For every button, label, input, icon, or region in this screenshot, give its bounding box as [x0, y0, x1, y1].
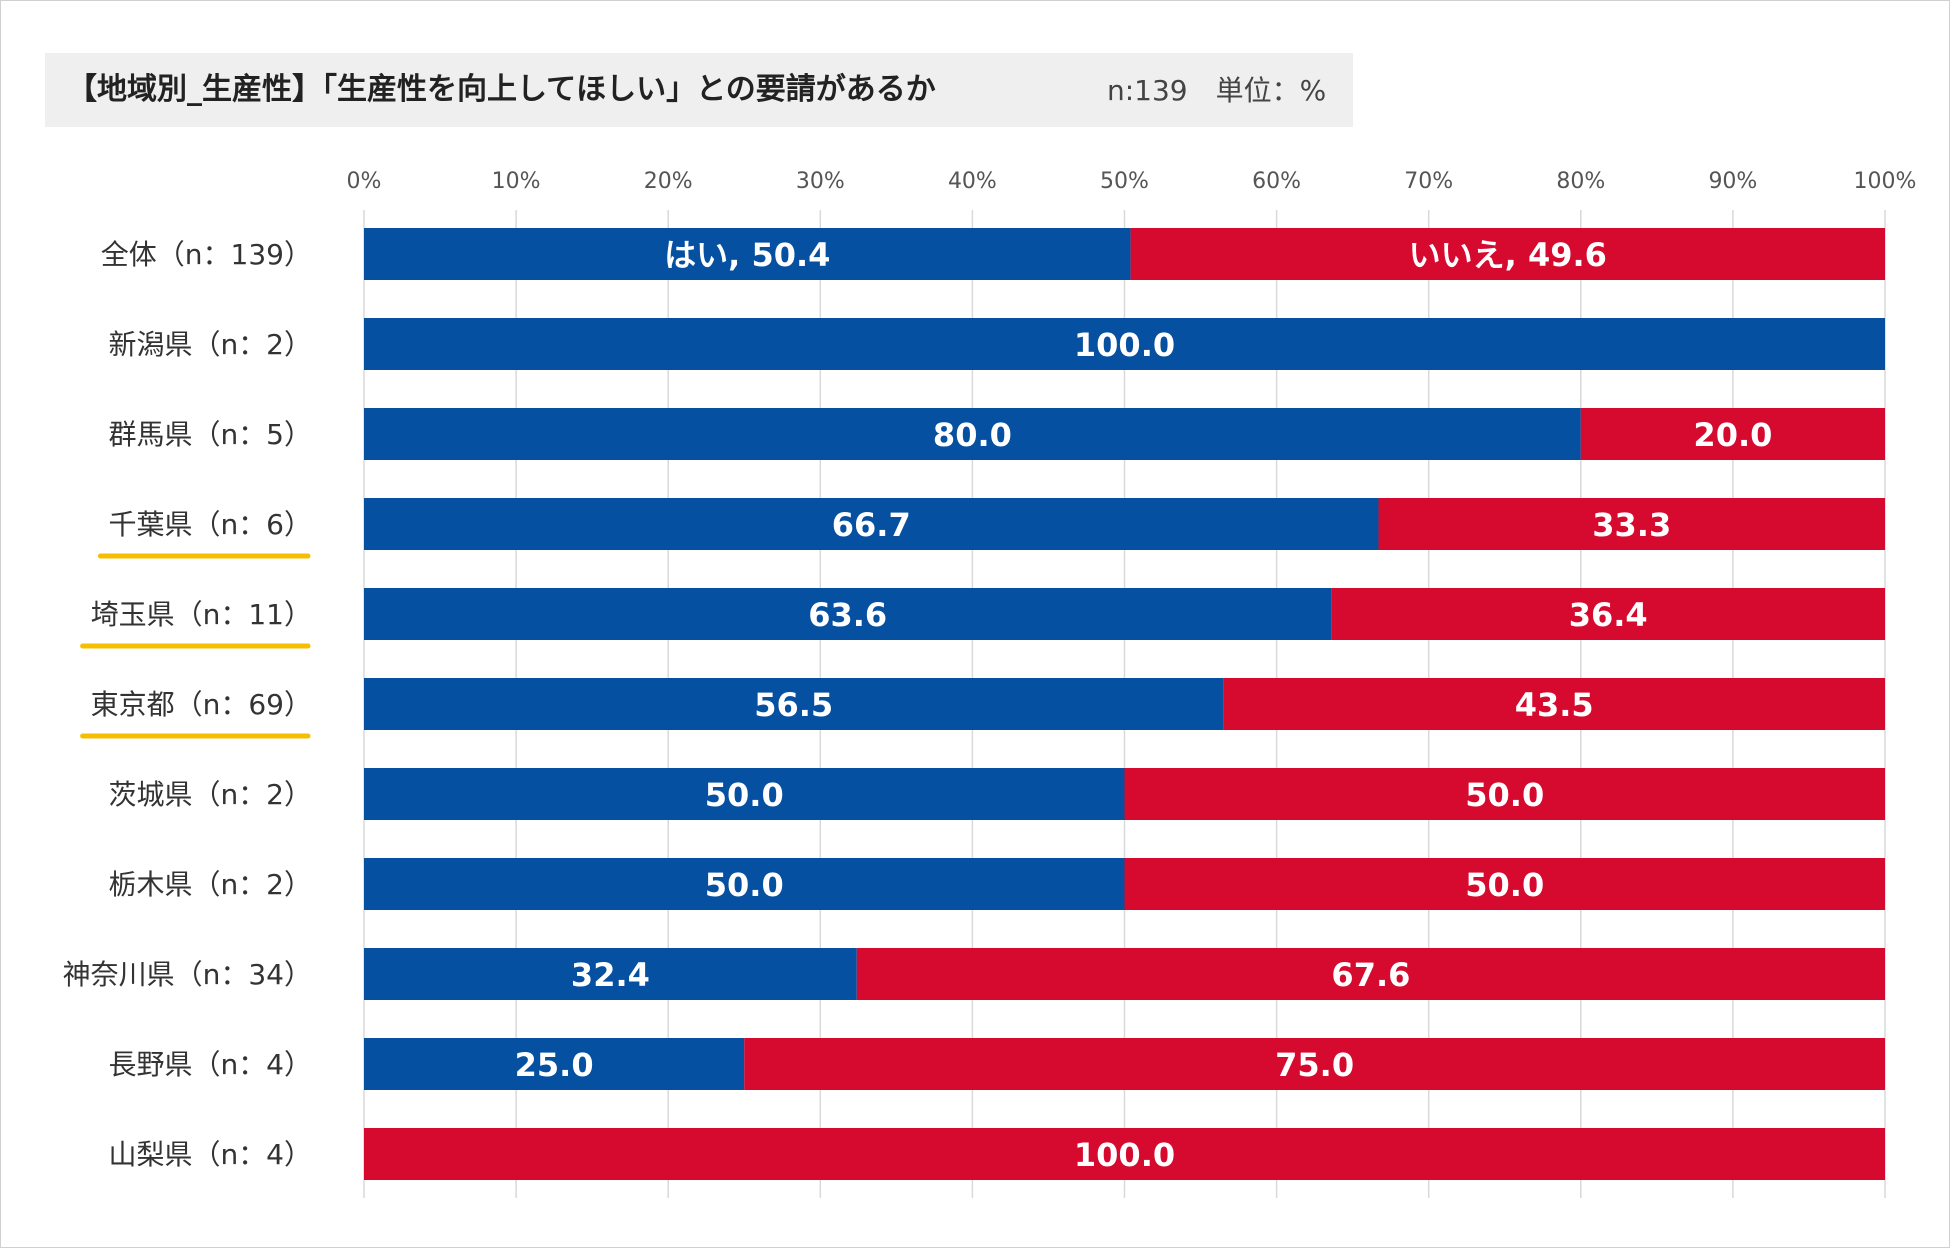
data-label: 25.0	[515, 1046, 594, 1084]
category-label: 全体（n：139）	[101, 238, 312, 271]
category-label: 東京都（n：69）	[91, 688, 312, 721]
category-label: 栃木県（n：2）	[108, 868, 312, 901]
data-label: 80.0	[933, 416, 1012, 454]
category-label: 新潟県（n：2）	[108, 328, 312, 361]
category-label: 埼玉県（n：11）	[91, 598, 312, 631]
bar-yes	[364, 318, 1885, 370]
x-tick-label: 60%	[1252, 169, 1301, 194]
category-label: 神奈川県（n：34）	[63, 958, 312, 991]
data-label: 50.0	[705, 866, 784, 904]
data-label: 50.0	[705, 776, 784, 814]
data-label: 63.6	[808, 596, 887, 634]
data-label: 100.0	[1074, 326, 1175, 364]
data-label: 36.4	[1569, 596, 1648, 634]
bar-no	[856, 948, 1886, 1000]
bar-yes	[364, 588, 1332, 640]
bar-yes	[364, 858, 1125, 910]
x-tick-label: 50%	[1100, 169, 1149, 194]
data-label: 43.5	[1515, 686, 1594, 724]
bar-no	[1331, 588, 1885, 640]
category-label: 群馬県（n：5）	[108, 418, 312, 451]
data-label: 33.3	[1592, 506, 1671, 544]
data-label: 56.5	[754, 686, 833, 724]
bar-no	[364, 1128, 1885, 1180]
bar-no	[1124, 858, 1885, 910]
data-label: 100.0	[1074, 1136, 1175, 1174]
bar-yes	[364, 498, 1379, 550]
x-tick-label: 10%	[492, 169, 541, 194]
x-tick-label: 90%	[1708, 169, 1757, 194]
category-label: 茨城県（n：2）	[108, 778, 312, 811]
bar-no	[744, 1038, 1885, 1090]
data-label: 50.0	[1465, 866, 1544, 904]
bar-no	[1223, 678, 1885, 730]
category-labels: 全体（n：139） 新潟県（n：2） 群馬県（n：5） 千葉県（n：6） 埼玉県（n：1…	[63, 238, 312, 1171]
bar-yes	[364, 1038, 745, 1090]
bar-no	[1580, 408, 1885, 460]
bars	[364, 228, 1886, 1180]
x-tick-label: 40%	[948, 169, 997, 194]
category-label: 千葉県（n：6）	[108, 508, 312, 541]
data-label: 75.0	[1275, 1046, 1354, 1084]
data-label: はい, 50.4	[664, 236, 830, 274]
bar-yes	[364, 678, 1224, 730]
title-box: 【地域別_生産性】「生産性を向上してほしい」との要請があるか n:139 単位：…	[45, 53, 1353, 127]
category-label: 長野県（n：4）	[108, 1048, 312, 1081]
bar-yes	[364, 948, 857, 1000]
data-label: 66.7	[832, 506, 911, 544]
data-label: 67.6	[1331, 956, 1410, 994]
x-tick-label: 20%	[644, 169, 693, 194]
data-label: 20.0	[1693, 416, 1772, 454]
x-tick-label: 0%	[347, 169, 382, 194]
chart-title: 【地域別_生産性】「生産性を向上してほしい」との要請があるか	[67, 72, 936, 107]
bar-no	[1124, 768, 1885, 820]
x-tick-label: 70%	[1404, 169, 1453, 194]
bar-no	[1130, 228, 1885, 280]
x-axis-ticks: 0% 10% 20% 30% 40% 50% 60% 70% 80% 90% 100%	[347, 169, 1917, 194]
x-tick-label: 30%	[796, 169, 845, 194]
data-labels: はい, 50.4 いいえ, 49.6 100.0 80.0 20.0 66.7 33.3 63…	[515, 236, 1773, 1174]
data-label: 50.0	[1465, 776, 1544, 814]
bar-yes	[364, 408, 1581, 460]
chart-subtitle: n:139 単位：%	[1107, 74, 1327, 107]
category-label: 山梨県（n：4）	[108, 1138, 312, 1171]
data-label: いいえ, 49.6	[1409, 236, 1607, 274]
bar-yes	[364, 228, 1131, 280]
x-tick-label: 100%	[1854, 169, 1917, 194]
x-tick-label: 80%	[1556, 169, 1605, 194]
data-label: 32.4	[571, 956, 650, 994]
bar-yes	[364, 768, 1125, 820]
bar-no	[1378, 498, 1885, 550]
